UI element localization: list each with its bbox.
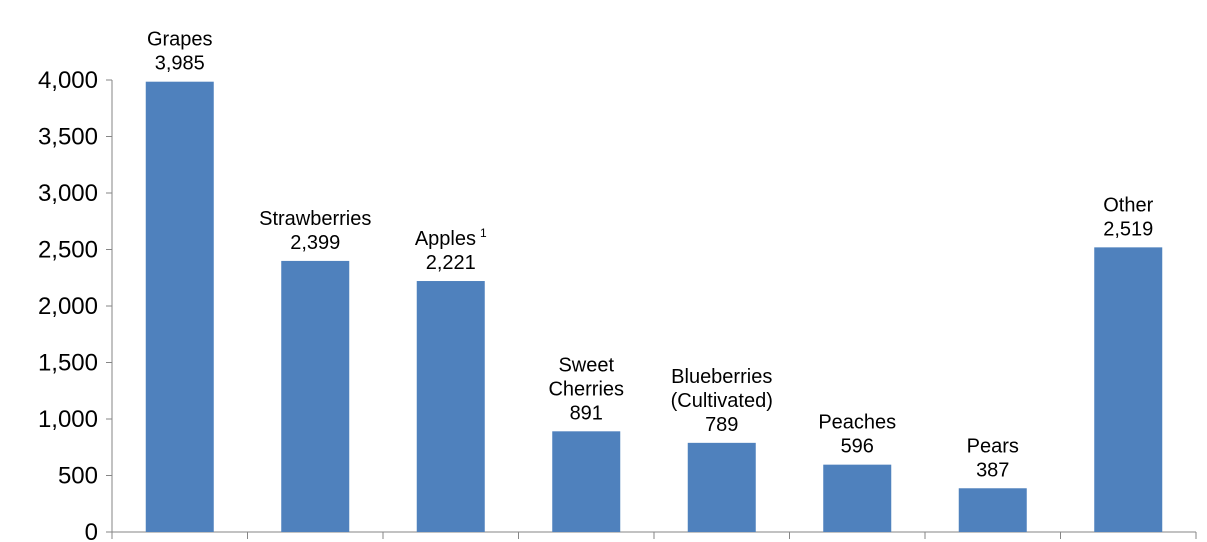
footnote-marker: 1 [480,226,487,240]
bar-category-label: Strawberries [259,208,371,230]
bar [146,82,214,532]
bar-value-label: 387 [976,459,1009,481]
bar [1094,247,1162,532]
bar-value-label: 891 [570,402,603,424]
bar-category-label: Blueberries [671,366,772,388]
bar [823,465,891,532]
bar-value-label: 3,985 [155,53,205,75]
bar-category-label: Other [1103,194,1153,216]
bar-value-label: 789 [705,414,738,436]
bar-value-label: 596 [841,436,874,458]
bar [688,443,756,532]
y-tick-label: 1,500 [38,350,98,377]
y-tick-label: 2,000 [38,293,98,320]
bar [959,488,1027,532]
bar-category-label: Pears [967,435,1019,457]
bar-category-label: Grapes [147,29,213,51]
bar-value-label: 2,399 [290,232,340,254]
bar [552,431,620,532]
bar-category-label: Peaches [818,412,896,434]
y-tick-label: 500 [58,463,98,490]
bar [281,261,349,532]
bar-category-label: Apples1 [415,226,487,250]
bar-category-label: Sweet [558,354,614,376]
y-tick-label: 0 [85,519,98,542]
bar-value-label: 2,519 [1103,218,1153,240]
y-tick-label: 1,000 [38,406,98,433]
y-tick-label: 2,500 [38,237,98,264]
y-tick-label: 3,500 [38,124,98,151]
bar [417,281,485,532]
bar-category-label: Cherries [548,378,624,400]
y-tick-label: 3,000 [38,180,98,207]
bar-category-label: (Cultivated) [671,390,773,412]
y-tick-label: 4,000 [38,67,98,94]
bar-value-label: 2,221 [426,252,476,274]
